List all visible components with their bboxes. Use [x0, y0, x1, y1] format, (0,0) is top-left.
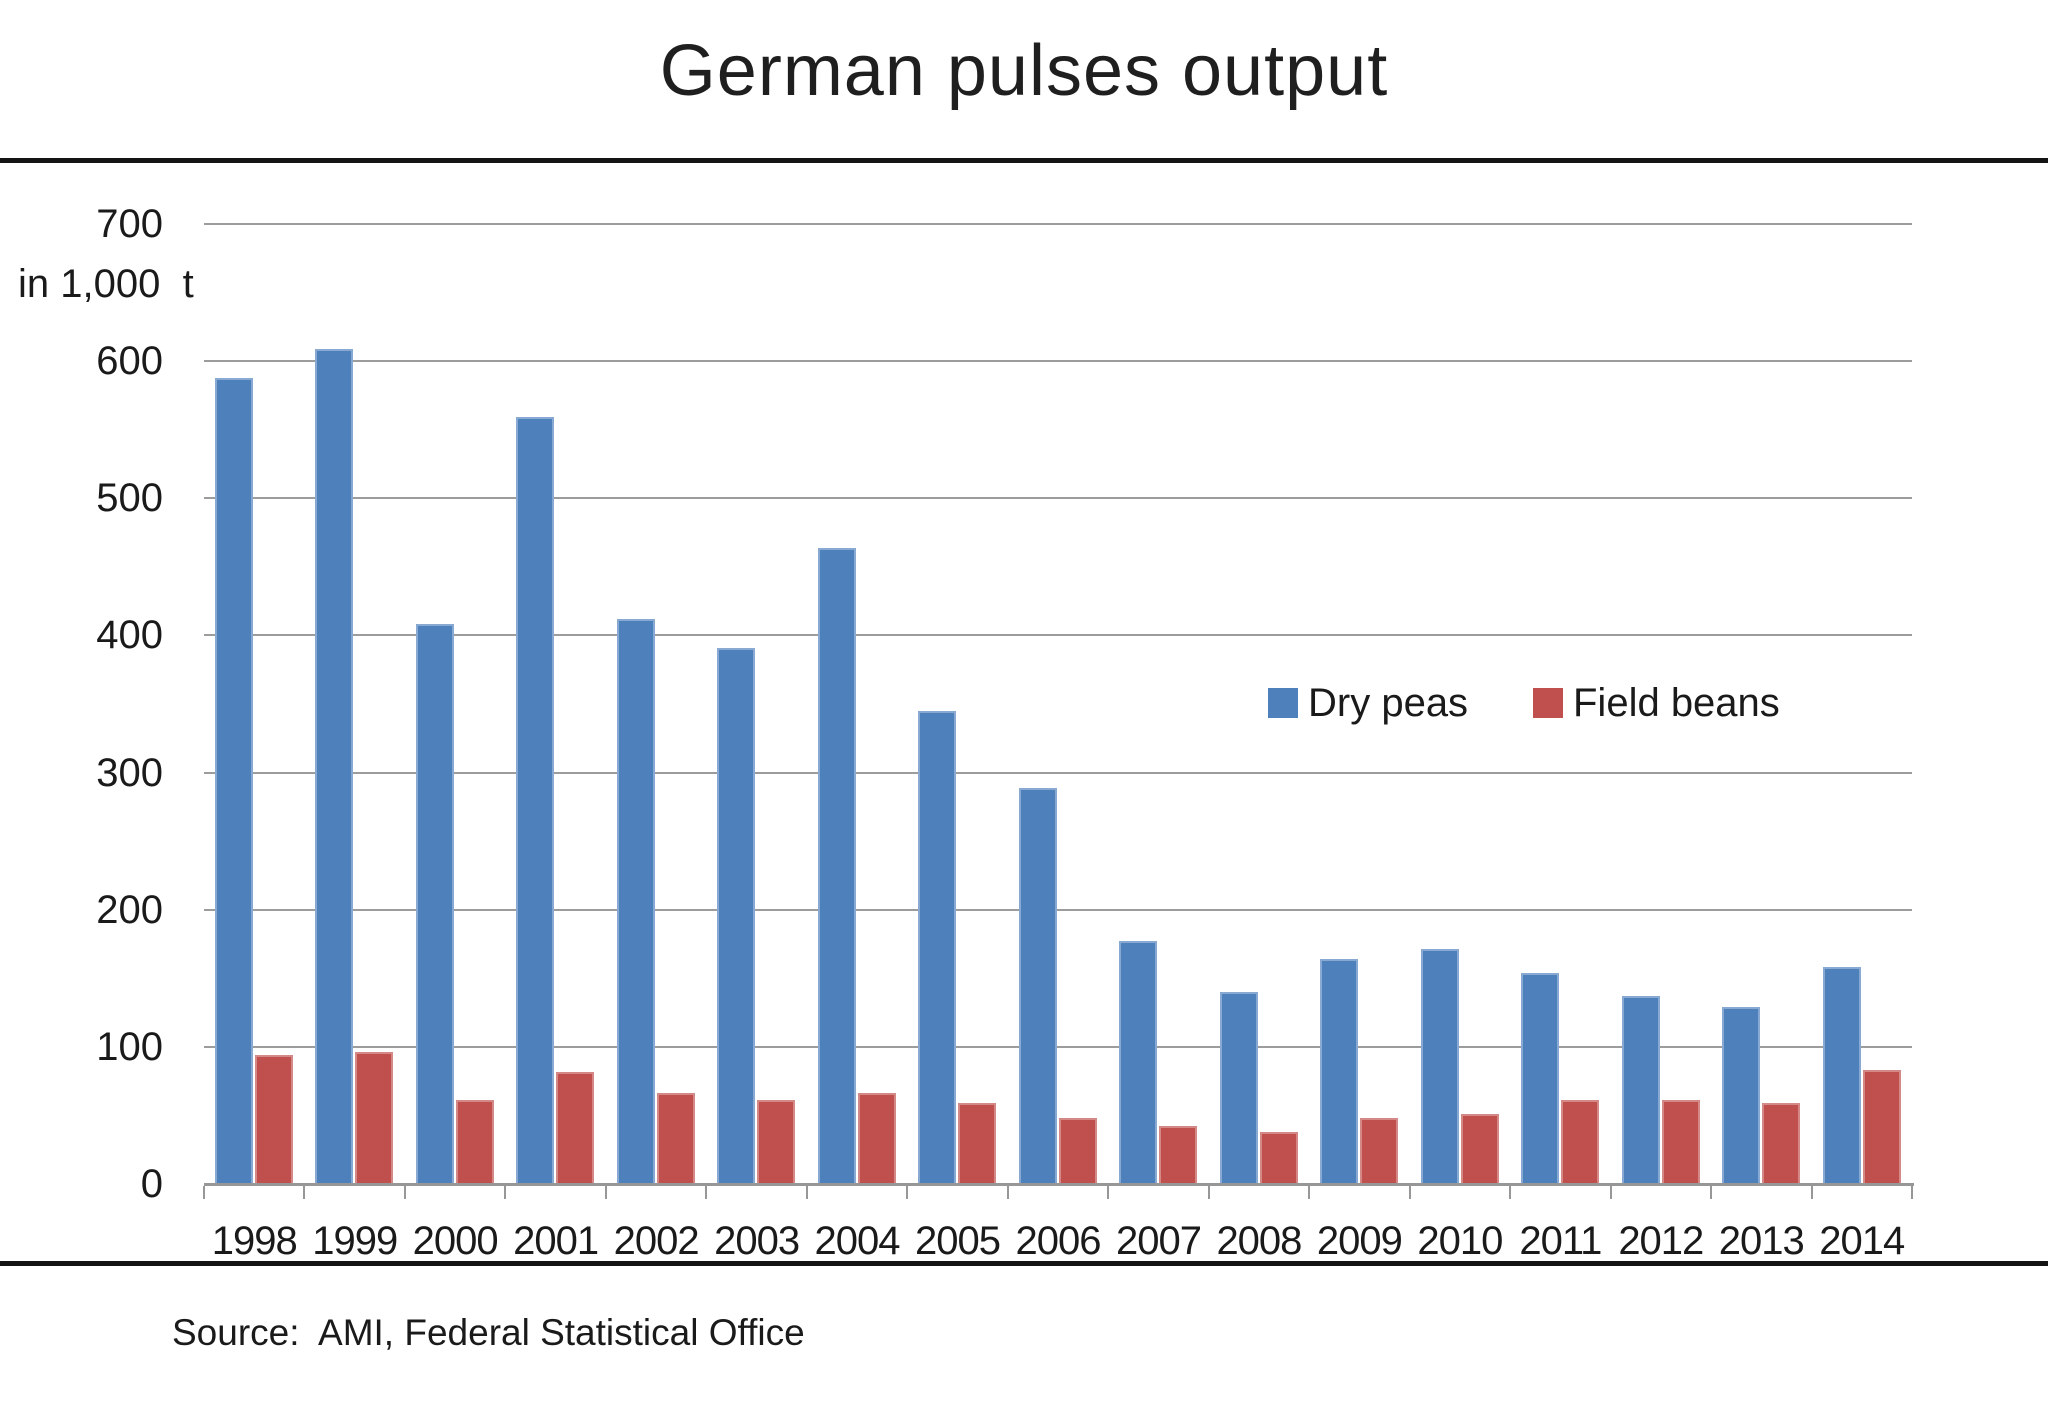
x-axis-tick	[303, 1186, 306, 1199]
top-divider-line	[0, 158, 2048, 163]
x-tick-label-2012: 2012	[1618, 1219, 1704, 1263]
dry-peas-swatch-icon	[1268, 688, 1298, 718]
bar-field-beans-2007	[1159, 1126, 1198, 1184]
y-tick-label-100: 100	[96, 1024, 163, 1069]
bar-field-beans-2000	[455, 1100, 494, 1184]
legend-item-dry-peas: Dry peas	[1268, 682, 1468, 724]
gridline-600	[204, 360, 1912, 363]
y-tick-label-300: 300	[96, 750, 163, 795]
x-tick-label-2000: 2000	[412, 1219, 499, 1263]
y-tick-label-200: 200	[96, 887, 163, 932]
bar-dry-peas-2014	[1822, 967, 1861, 1184]
bar-dry-peas-2009	[1320, 959, 1359, 1184]
x-axis-tick	[906, 1186, 909, 1199]
y-axis-unit-label: in 1,000 t	[18, 262, 194, 306]
source-note: Source: AMI, Federal Statistical Office	[172, 1312, 805, 1353]
bar-field-beans-2008	[1259, 1131, 1298, 1184]
bar-dry-peas-1999	[315, 348, 354, 1184]
gridline-400	[204, 634, 1912, 637]
bar-field-beans-2002	[656, 1093, 695, 1184]
x-tick-label-2010: 2010	[1417, 1219, 1503, 1263]
bar-dry-peas-2013	[1722, 1007, 1761, 1184]
x-axis-tick	[1810, 1186, 1813, 1199]
x-tick-label-2002: 2002	[613, 1219, 700, 1263]
x-tick-label-2004: 2004	[814, 1219, 901, 1263]
x-axis-tick	[1308, 1186, 1311, 1199]
bar-field-beans-1999	[355, 1052, 394, 1184]
gridline-700	[204, 223, 1912, 225]
x-axis-line	[204, 1183, 1914, 1186]
bar-field-beans-2004	[857, 1093, 896, 1184]
x-axis-tick	[1911, 1186, 1913, 1199]
bar-field-beans-1998	[255, 1055, 293, 1184]
x-tick-label-2001: 2001	[513, 1219, 599, 1263]
bar-field-beans-2006	[1058, 1118, 1097, 1184]
x-axis-tick	[203, 1186, 205, 1199]
bar-field-beans-2014	[1862, 1070, 1901, 1184]
bottom-divider-line	[0, 1261, 2048, 1266]
bar-dry-peas-2011	[1521, 972, 1560, 1184]
y-tick-label-500: 500	[96, 476, 163, 521]
bar-field-beans-2003	[757, 1100, 796, 1184]
x-tick-label-2009: 2009	[1316, 1219, 1403, 1263]
x-tick-label-2006: 2006	[1015, 1219, 1101, 1263]
x-axis-tick	[504, 1186, 507, 1199]
gridline-100	[204, 1045, 1912, 1048]
x-axis-tick	[1408, 1186, 1411, 1199]
bar-dry-peas-2002	[616, 618, 655, 1184]
x-tick-label-2007: 2007	[1115, 1219, 1202, 1263]
legend-item-field-beans: Field beans	[1533, 682, 1780, 724]
x-tick-label-2003: 2003	[714, 1219, 800, 1263]
x-axis-tick	[1710, 1186, 1713, 1199]
x-tick-label-1999: 1999	[312, 1219, 398, 1263]
legend-label-dry-peas: Dry peas	[1308, 681, 1469, 725]
y-tick-label-600: 600	[96, 339, 163, 384]
legend-label-field-beans: Field beans	[1573, 681, 1780, 725]
bar-field-beans-2005	[958, 1103, 997, 1184]
x-axis-tick	[1609, 1186, 1612, 1199]
bar-field-beans-2011	[1561, 1100, 1600, 1184]
y-tick-label-0: 0	[140, 1162, 163, 1206]
field-beans-swatch-icon	[1533, 688, 1563, 718]
x-axis-tick	[705, 1186, 708, 1199]
page-title: German pulses output	[659, 31, 1389, 111]
x-axis-tick	[1006, 1186, 1009, 1199]
bar-field-beans-2009	[1360, 1118, 1399, 1184]
bar-field-beans-2001	[556, 1071, 595, 1184]
bar-dry-peas-2006	[1018, 787, 1057, 1184]
x-tick-label-1998: 1998	[211, 1219, 298, 1263]
bar-field-beans-2010	[1460, 1114, 1499, 1184]
y-tick-label-400: 400	[96, 613, 163, 658]
bar-dry-peas-2008	[1219, 992, 1258, 1184]
bar-dry-peas-2005	[918, 710, 957, 1184]
bar-dry-peas-2010	[1420, 949, 1459, 1184]
y-tick-label-700: 700	[96, 202, 163, 246]
gridline-500	[204, 497, 1912, 500]
bar-field-beans-2013	[1762, 1103, 1801, 1184]
x-axis-tick	[1509, 1186, 1512, 1199]
bar-dry-peas-2004	[817, 547, 856, 1184]
bar-dry-peas-2003	[717, 647, 756, 1184]
bar-dry-peas-2001	[516, 417, 555, 1184]
gridline-200	[204, 908, 1912, 911]
bar-dry-peas-2012	[1621, 996, 1660, 1184]
gridline-300	[204, 771, 1912, 774]
bar-dry-peas-2007	[1119, 941, 1158, 1184]
x-axis-tick	[805, 1186, 808, 1199]
x-axis-tick	[403, 1186, 406, 1199]
bar-field-beans-2012	[1661, 1100, 1700, 1184]
x-tick-label-2011: 2011	[1519, 1219, 1602, 1263]
x-axis-tick	[604, 1186, 607, 1199]
x-tick-label-2013: 2013	[1718, 1219, 1805, 1263]
x-axis-tick	[1207, 1186, 1210, 1199]
bar-dry-peas-1998	[215, 377, 253, 1184]
x-tick-label-2008: 2008	[1216, 1219, 1302, 1263]
bar-dry-peas-2000	[415, 624, 454, 1184]
x-axis-tick	[1107, 1186, 1110, 1199]
x-tick-label-2014: 2014	[1819, 1219, 1905, 1263]
x-tick-label-2005: 2005	[915, 1219, 1001, 1263]
